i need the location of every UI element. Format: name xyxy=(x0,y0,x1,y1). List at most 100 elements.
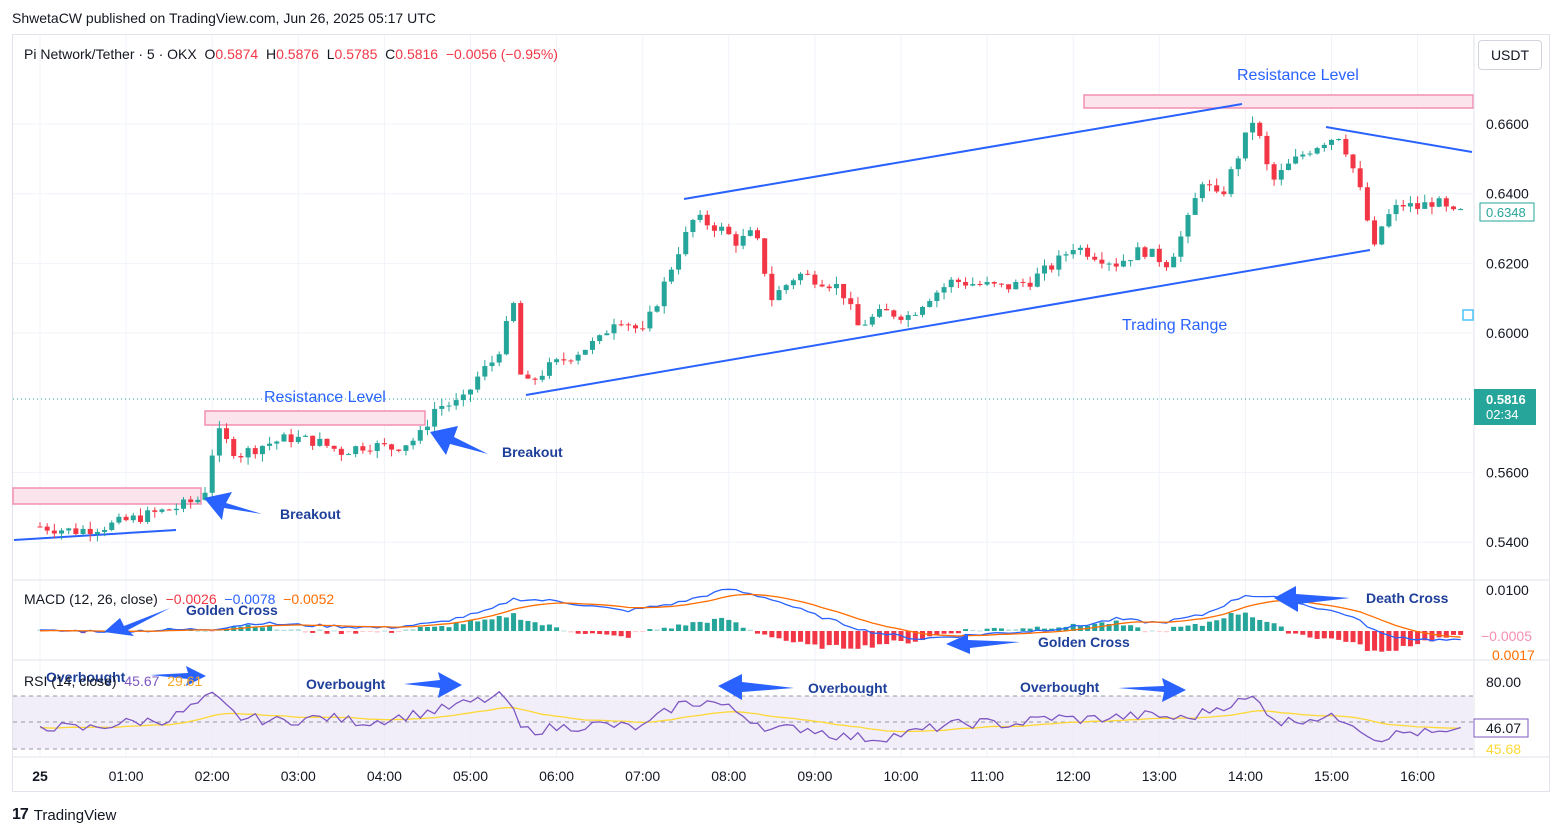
candle-body xyxy=(869,316,875,325)
resistance-zone-low[interactable] xyxy=(12,487,202,505)
candle-body xyxy=(259,445,265,455)
candle-body xyxy=(697,214,703,220)
resistance-zone-top[interactable] xyxy=(1083,94,1474,109)
candle-body xyxy=(654,306,660,312)
macd-histogram-bar xyxy=(575,631,581,634)
annotation-breakout-1: Breakout xyxy=(280,506,341,522)
trendline-range-bottom[interactable] xyxy=(525,249,1371,396)
last-price-badge: 0.5816 02:34 xyxy=(1474,389,1536,425)
macd-legend[interactable]: MACD (12, 26, close) −0.0026 −0.0078 −0.… xyxy=(24,591,334,607)
footer: 17 TradingView xyxy=(12,806,116,824)
candle-body xyxy=(424,426,430,431)
macd-histogram-bar xyxy=(1135,627,1141,631)
candle-body xyxy=(790,280,796,286)
candle-body xyxy=(460,394,466,401)
candle-body xyxy=(1329,139,1334,145)
candle-body xyxy=(1099,259,1105,264)
macd-histogram-bar xyxy=(532,622,538,631)
candle-body xyxy=(798,273,804,281)
candle-body xyxy=(360,446,366,451)
candle-body xyxy=(59,530,65,534)
price-tick-label: 0.6600 xyxy=(1486,116,1529,132)
candle-body xyxy=(618,324,624,326)
macd-histogram-bar xyxy=(640,631,646,632)
macd-histogram-bar xyxy=(1314,631,1320,639)
arrow-overbought-3 xyxy=(718,674,794,700)
candle-body xyxy=(561,359,567,361)
chart-frame xyxy=(12,34,1550,792)
trendline-descending[interactable] xyxy=(1325,126,1473,153)
macd-histogram-bar xyxy=(252,627,258,631)
macd-histogram-bar xyxy=(633,631,639,633)
time-tick-label: 12:00 xyxy=(1056,768,1091,784)
trendline-support-initial[interactable] xyxy=(13,529,177,541)
annotation-death-cross: Death Cross xyxy=(1366,590,1449,606)
candle-body xyxy=(353,446,359,455)
rsi-legend[interactable]: RSI (14, close) 45.67 29.61 xyxy=(24,673,202,689)
price-tick-label: 0.5400 xyxy=(1486,534,1529,550)
candle-body xyxy=(1393,204,1399,215)
candle-body xyxy=(94,531,100,534)
time-axis[interactable]: 25 01:00 02:00 03:00 04:00 05:00 06:00 07:00 08:… xyxy=(32,768,1435,784)
price-axis[interactable]: 0.6600 0.6400 0.6200 0.6000 0.5600 0.5400 xyxy=(1486,116,1529,550)
candle-body xyxy=(1063,254,1069,256)
price-tick-label: 0.5600 xyxy=(1486,465,1529,481)
close-label: C xyxy=(385,46,396,62)
trendline-range-top[interactable] xyxy=(683,103,1243,200)
candle-body xyxy=(1379,226,1385,245)
resistance-zone-mid[interactable] xyxy=(204,410,426,426)
candle-body xyxy=(518,303,524,375)
macd-value-macd: −0.0078 xyxy=(224,591,276,607)
change-value: −0.0056 (−0.95%) xyxy=(445,46,558,62)
open-label: O xyxy=(204,46,216,62)
tradingview-logo-icon: 17 xyxy=(12,806,29,823)
macd-histogram-bar xyxy=(1429,631,1435,642)
candle-body xyxy=(1257,122,1263,136)
macd-histogram-bar xyxy=(209,631,215,632)
candle-body xyxy=(970,284,976,286)
candle-body xyxy=(683,231,689,255)
candle-body xyxy=(582,349,588,355)
candle-body xyxy=(216,428,222,456)
candle-body xyxy=(1156,248,1162,263)
arrow-death-cross xyxy=(1274,586,1350,612)
time-tick-label: 16:00 xyxy=(1400,768,1435,784)
candle-body xyxy=(711,225,717,231)
macd-tick-low: 0.0017 xyxy=(1492,647,1535,663)
macd-histogram-bar xyxy=(654,629,660,631)
candle-body xyxy=(324,438,330,446)
candle-body xyxy=(604,333,610,336)
macd-histogram-bar xyxy=(848,631,854,649)
macd-histogram-bar xyxy=(819,631,825,649)
candle-body xyxy=(417,430,423,441)
macd-histogram-bar xyxy=(733,622,739,631)
arrow-overbought-1 xyxy=(150,666,206,686)
macd-histogram-bar xyxy=(511,613,517,631)
candle-body xyxy=(267,443,273,446)
candle-body xyxy=(1357,168,1363,188)
rsi-value-badge xyxy=(1473,718,1529,738)
candle-body xyxy=(396,449,402,451)
candle-body xyxy=(1314,148,1320,154)
annotation-overbought-4: Overbought xyxy=(1020,679,1100,695)
currency-button[interactable]: USDT xyxy=(1478,40,1542,70)
macd-histogram-bar xyxy=(424,626,430,631)
candle-body xyxy=(80,528,86,535)
macd-histogram-bar xyxy=(403,629,409,631)
candle-body xyxy=(446,405,452,407)
time-tick-label: 09:00 xyxy=(797,768,832,784)
annotation-resistance-top: Resistance Level xyxy=(1237,67,1359,84)
macd-histogram-bar xyxy=(1221,618,1227,631)
alert-marker[interactable] xyxy=(1462,309,1474,321)
macd-histogram-bar xyxy=(977,630,983,632)
macd-histogram-bar xyxy=(1034,626,1040,631)
candle-body xyxy=(941,287,947,293)
candle-body xyxy=(1092,256,1098,260)
macd-histogram-bar xyxy=(582,631,588,634)
candle-body xyxy=(1307,153,1313,155)
candle-body xyxy=(317,438,323,446)
time-tick-label: 11:00 xyxy=(970,768,1004,784)
macd-histogram-bar xyxy=(905,631,911,644)
candle-body xyxy=(848,298,854,305)
